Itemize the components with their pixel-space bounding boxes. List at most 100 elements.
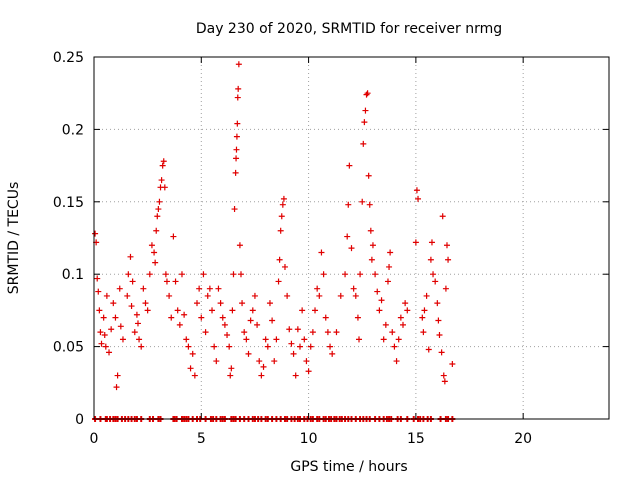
- data-point: [231, 206, 238, 213]
- x-tick-label: 0: [90, 431, 99, 447]
- data-point: [196, 285, 203, 292]
- data-point: [387, 249, 394, 256]
- data-point: [172, 278, 179, 285]
- data-point: [133, 311, 140, 318]
- data-point: [160, 158, 167, 165]
- data-point: [206, 285, 213, 292]
- y-axis-label: SRMTID / TECUs: [6, 182, 22, 295]
- y-tick-label: 0.2: [62, 122, 84, 138]
- data-point: [380, 336, 387, 343]
- data-point: [316, 292, 323, 299]
- data-point: [277, 227, 284, 234]
- x-tick-label: 5: [197, 431, 206, 447]
- data-point: [368, 256, 375, 263]
- data-point: [367, 227, 374, 234]
- data-point: [127, 253, 134, 260]
- data-point: [301, 336, 308, 343]
- data-point: [176, 321, 183, 328]
- data-point: [290, 350, 297, 357]
- data-point: [245, 350, 252, 357]
- grid-lines: [94, 57, 609, 419]
- data-point: [400, 321, 406, 328]
- x-axis-ticks: 0 5 10 15 20: [90, 57, 532, 447]
- data-point: [237, 271, 244, 278]
- data-point: [247, 317, 254, 324]
- data-point: [128, 303, 135, 310]
- data-point: [209, 307, 216, 314]
- y-tick-label: 0.25: [53, 50, 84, 66]
- data-point: [142, 300, 149, 307]
- data-point: [369, 242, 376, 249]
- data-point: [166, 292, 173, 299]
- data-point: [116, 285, 123, 292]
- data-point: [151, 249, 158, 256]
- x-tick-label: 10: [300, 431, 318, 447]
- data-point: [384, 278, 391, 285]
- y-tick-label: 0.1: [62, 267, 84, 283]
- data-point: [279, 201, 286, 208]
- data-point: [194, 300, 200, 307]
- data-point: [322, 314, 329, 321]
- data-point: [320, 271, 327, 278]
- data-point: [198, 314, 205, 321]
- y-tick-label: 0.15: [53, 195, 84, 211]
- data-point: [236, 242, 243, 249]
- data-point: [243, 336, 250, 343]
- data-point: [106, 349, 113, 356]
- data-point: [134, 320, 141, 327]
- data-point: [386, 263, 393, 270]
- data-point: [333, 329, 340, 336]
- data-point: [96, 307, 103, 314]
- data-point: [148, 242, 155, 249]
- data-point: [436, 332, 443, 339]
- data-point: [174, 307, 181, 314]
- data-point: [397, 314, 404, 321]
- data-point: [233, 155, 240, 162]
- data-point: [232, 169, 239, 176]
- plot-frame: [93, 56, 610, 420]
- data-point: [288, 340, 295, 347]
- data-point: [273, 336, 280, 343]
- x-axis-label: GPS time / hours: [290, 459, 407, 475]
- data-point: [138, 343, 145, 350]
- data-point: [189, 350, 196, 357]
- data-point: [124, 292, 131, 299]
- data-point: [260, 363, 267, 370]
- data-point: [378, 297, 385, 304]
- data-point: [235, 85, 242, 92]
- data-point: [108, 326, 115, 333]
- data-point: [269, 317, 276, 324]
- data-point: [312, 307, 319, 314]
- data-point: [356, 336, 363, 343]
- data-point: [430, 271, 437, 278]
- data-point: [362, 107, 369, 114]
- data-point: [307, 343, 314, 350]
- data-point: [275, 278, 282, 285]
- data-point: [420, 329, 427, 336]
- data-point: [434, 300, 441, 307]
- data-point: [428, 239, 435, 246]
- data-point: [348, 245, 355, 252]
- data-point: [391, 343, 398, 350]
- data-point: [185, 343, 192, 350]
- data-point: [258, 372, 265, 379]
- data-point: [230, 271, 237, 278]
- data-point: [103, 292, 110, 299]
- data-point: [366, 201, 373, 208]
- data-point: [117, 323, 124, 330]
- data-point: [163, 278, 170, 285]
- chart-title: Day 230 of 2020, SRMTID for receiver nrm…: [196, 21, 502, 37]
- data-point: [114, 372, 121, 379]
- data-point: [102, 343, 109, 350]
- data-point: [146, 271, 153, 278]
- data-point: [94, 275, 101, 282]
- data-point: [286, 326, 293, 333]
- data-point: [136, 336, 143, 343]
- data-point: [441, 378, 448, 385]
- data-point: [162, 271, 169, 278]
- data-point: [393, 358, 400, 365]
- data-point: [402, 300, 409, 307]
- data-point: [413, 187, 420, 194]
- data-point: [294, 326, 301, 333]
- data-point: [342, 271, 349, 278]
